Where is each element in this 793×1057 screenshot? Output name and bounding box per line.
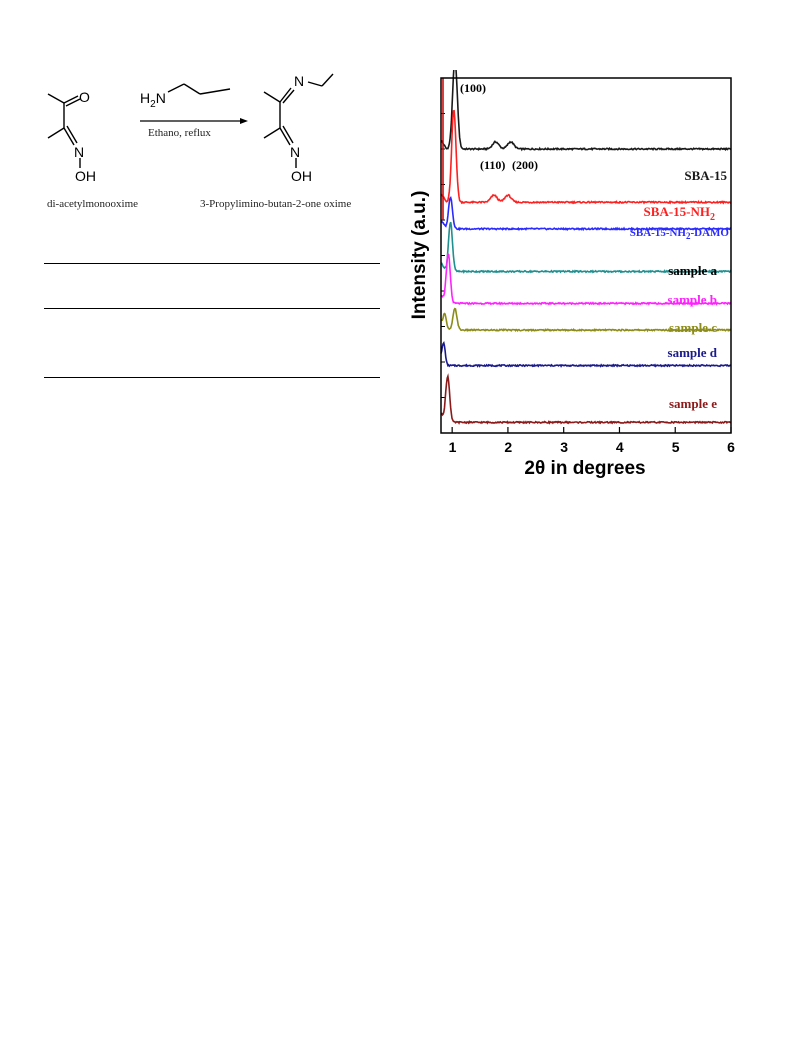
series-label-sba15-nh2-damo: SBA-15-NH2-DAMO (630, 227, 730, 241)
series-line-sba-15-nh2-damo (440, 196, 732, 232)
reactant-nitrogen: N (74, 144, 84, 160)
reactant-oxygen: O (79, 89, 90, 105)
plot-frame (440, 77, 732, 434)
series-label-sba15-nh2: SBA-15-NH2 (644, 204, 715, 223)
xrd-chart: 1 2 3 4 5 6 2θ in degrees Intensity (a.u… (409, 70, 735, 479)
table-top-rule (44, 263, 380, 264)
peak-label-110: (110) (480, 158, 505, 172)
series-line-sba-15-nh2 (440, 109, 732, 205)
series-label-sample-b: sample b (668, 292, 717, 307)
x-tick-label: 6 (727, 439, 735, 455)
reactant-structure (47, 93, 81, 168)
plot-area (440, 70, 732, 433)
x-axis-title: 2θ in degrees (524, 458, 645, 479)
product-structure (263, 73, 334, 168)
series-line-sba-15 (440, 70, 732, 152)
series-label-sba15: SBA-15 (684, 168, 727, 183)
product-name: 3-Propylimino-butan-2-one oxime (200, 198, 351, 210)
reactant-hydroxyl: OH (75, 168, 96, 184)
reaction-arrow (140, 118, 248, 124)
series-line-sample-d (440, 340, 732, 368)
product-imine-nitrogen: N (294, 73, 304, 89)
series-label-sample-e: sample e (669, 396, 717, 411)
x-tick-label: 4 (616, 439, 624, 455)
y-axis-title: Intensity (a.u.) (409, 191, 430, 320)
peak-label-200: (200) (512, 158, 538, 172)
reaction-conditions: Ethano, reflux (148, 127, 211, 139)
x-tick-label: 2 (504, 439, 512, 455)
series-line-sample-b (440, 252, 732, 306)
series-line-sample-e (440, 373, 732, 425)
peak-label-100: (100) (460, 81, 486, 95)
series-line-sample-a (440, 221, 732, 274)
product-hydroxyl: OH (291, 168, 312, 184)
series-line-sample-c (440, 307, 732, 333)
series-label-sample-a: sample a (668, 263, 717, 278)
reaction-scheme: O N OH di-acetylmonooxime H2N Ethano, re… (47, 73, 351, 210)
reagent-structure (167, 83, 231, 95)
table-bottom-rule (44, 377, 380, 378)
reagent-formula: H2N (140, 90, 166, 110)
x-tick-label: 3 (560, 439, 568, 455)
product-oxime-nitrogen: N (290, 144, 300, 160)
series-label-sample-c: sample c (669, 320, 717, 335)
x-tick-label: 1 (449, 439, 457, 455)
x-tick-label: 5 (672, 439, 680, 455)
series-label-sample-d: sample d (668, 345, 718, 360)
reactant-name: di-acetylmonooxime (47, 198, 138, 210)
table-mid-rule (44, 308, 380, 309)
